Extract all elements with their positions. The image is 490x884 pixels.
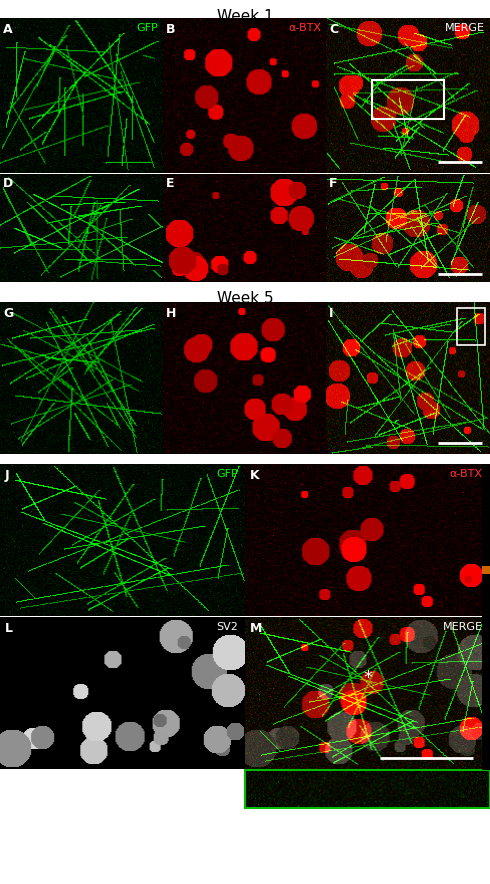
- Text: C: C: [329, 23, 339, 35]
- Text: H: H: [166, 307, 176, 319]
- Text: B: B: [166, 23, 176, 35]
- Text: *: *: [363, 669, 372, 687]
- Text: GFP: GFP: [216, 469, 238, 478]
- Text: I: I: [329, 307, 334, 319]
- Text: L: L: [5, 621, 13, 635]
- Text: A: A: [3, 23, 13, 35]
- Text: J: J: [5, 469, 9, 482]
- Text: K: K: [250, 469, 260, 482]
- Bar: [372, 80, 444, 118]
- Text: α-BTX: α-BTX: [288, 23, 321, 33]
- Text: E: E: [166, 177, 175, 190]
- Text: G: G: [3, 307, 14, 319]
- Text: Week 5: Week 5: [217, 291, 273, 306]
- Text: MERGE: MERGE: [445, 23, 485, 33]
- Text: M: M: [250, 621, 262, 635]
- Text: SV2: SV2: [216, 621, 238, 631]
- Text: Week 1: Week 1: [217, 9, 273, 24]
- Text: MERGE: MERGE: [442, 621, 483, 631]
- Text: F: F: [329, 177, 338, 190]
- Text: GFP: GFP: [136, 23, 158, 33]
- Bar: [457, 309, 485, 345]
- Text: α-BTX: α-BTX: [450, 469, 483, 478]
- Text: D: D: [3, 177, 14, 190]
